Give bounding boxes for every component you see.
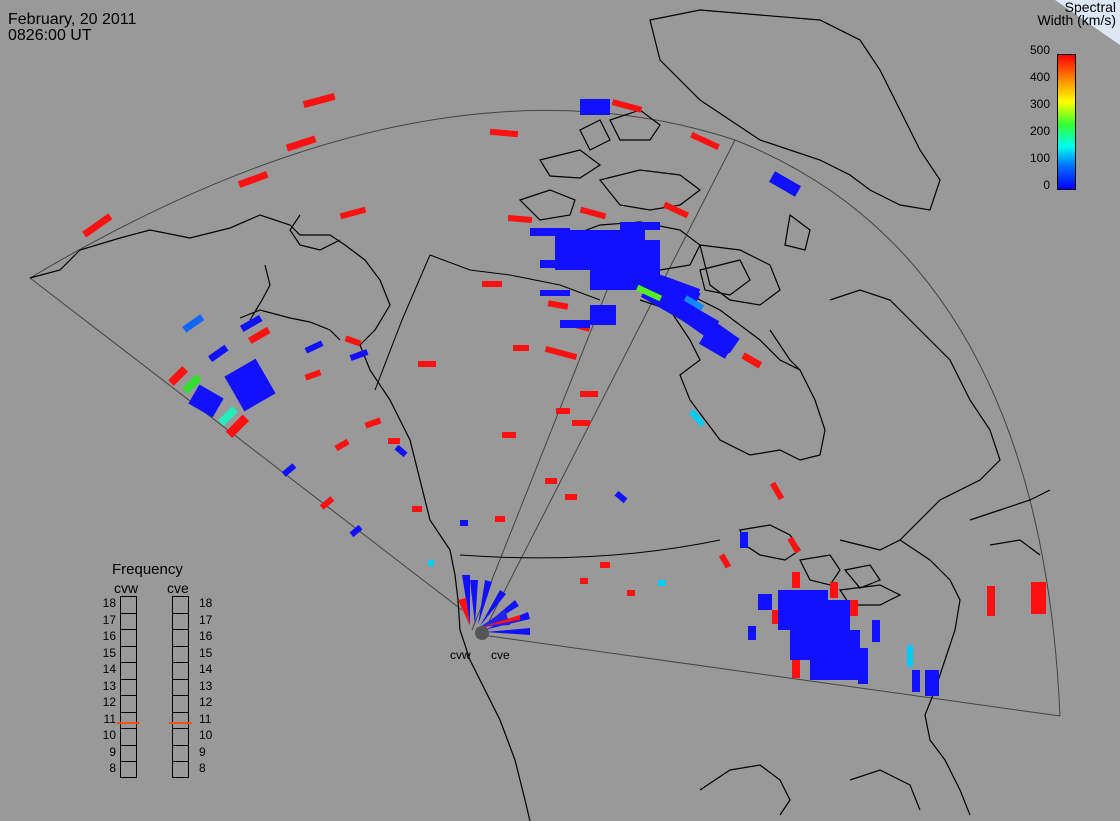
- colorbar-gradient: [1057, 54, 1076, 190]
- frequency-gridline: [120, 695, 137, 696]
- frequency-gridline: [120, 744, 137, 746]
- frequency-gridline: [120, 612, 137, 614]
- frequency-gridline: [120, 761, 137, 762]
- frequency-box-cvw: [120, 596, 137, 778]
- frequency-gridline: [172, 695, 189, 696]
- frequency-gridline: [172, 744, 189, 746]
- frequency-title: Frequency: [112, 561, 183, 578]
- frequency-tick-right: 13: [199, 678, 213, 693]
- frequency-indicator-cve: [169, 721, 192, 724]
- station-marker: [475, 626, 489, 640]
- frequency-tick-right: 17: [199, 612, 213, 627]
- date-label: February, 20 2011: [8, 11, 137, 28]
- frequency-col-cve: cve: [167, 580, 189, 596]
- frequency-tick-right: 14: [199, 662, 213, 676]
- colorbar-title-line2: Width (km/s): [1037, 12, 1116, 28]
- time-label: 0826:00 UT: [8, 27, 92, 44]
- frequency-tick-right: 8: [199, 761, 206, 775]
- frequency-tick-right: 10: [199, 728, 213, 742]
- radar-echoes: [82, 92, 1046, 696]
- frequency-box-cve: [172, 596, 189, 778]
- frequency-gridline: [172, 678, 189, 680]
- borders: [374, 254, 721, 559]
- colorbar-tick: 300: [1029, 97, 1050, 111]
- colorbar-tick: 400: [1029, 70, 1050, 84]
- frequency-gridline: [172, 612, 189, 614]
- frequency-col-cvw: cvw: [114, 580, 139, 596]
- frequency-tick-left: 15: [102, 645, 116, 660]
- frequency-gridline: [172, 645, 189, 647]
- frequency-gridline: [120, 728, 137, 729]
- fov-outline: [29, 109, 1061, 717]
- frequency-tick-left: 14: [102, 662, 116, 676]
- frequency-tick-left: 11: [103, 711, 116, 726]
- frequency-tick-right: 11: [199, 711, 212, 726]
- frequency-gridline: [172, 629, 189, 630]
- frequency-gridline: [120, 678, 137, 680]
- frequency-gridline: [172, 711, 189, 713]
- frequency-tick-left: 16: [102, 629, 116, 643]
- frequency-tick-right: 16: [199, 629, 213, 643]
- frequency-tick-left: 13: [102, 678, 116, 693]
- corner-artifact: [1055, 0, 1120, 45]
- frequency-tick-right: 15: [199, 645, 213, 660]
- colorbar-tick: 0: [1043, 178, 1050, 192]
- colorbar-title-line1: Spectral: [1064, 0, 1116, 15]
- frequency-tick-right: 9: [199, 744, 206, 759]
- frequency-tick-left: 18: [102, 596, 116, 610]
- frequency-gridline: [120, 629, 137, 630]
- frequency-tick-right: 18: [199, 596, 213, 610]
- colorbar-tick: 200: [1029, 124, 1050, 138]
- station-label-cvw: cvw: [450, 648, 471, 662]
- station-label-cve: cve: [491, 648, 510, 662]
- coastlines: [29, 9, 1051, 821]
- frequency-tick-left: 9: [109, 744, 116, 759]
- colorbar-tick: 500: [1029, 43, 1050, 57]
- frequency-tick-left: 10: [102, 728, 116, 742]
- frequency-gridline: [120, 711, 137, 713]
- near-field-echoes: [458, 575, 530, 635]
- frequency-gridline: [172, 728, 189, 729]
- frequency-tick-left: 17: [102, 612, 116, 627]
- frequency-tick-right: 12: [199, 695, 213, 709]
- frequency-indicator-cvw: [117, 721, 140, 724]
- frequency-gridline: [120, 645, 137, 647]
- colorbar-tick: 100: [1029, 151, 1050, 165]
- frequency-gridline: [120, 662, 137, 663]
- frequency-tick-left: 12: [102, 695, 116, 709]
- frequency-gridline: [172, 662, 189, 663]
- frequency-tick-left: 8: [109, 761, 116, 775]
- frequency-gridline: [172, 761, 189, 762]
